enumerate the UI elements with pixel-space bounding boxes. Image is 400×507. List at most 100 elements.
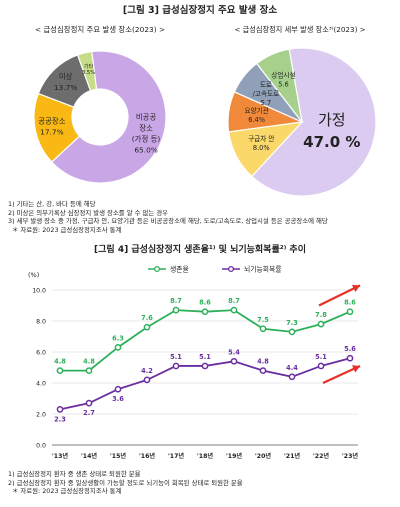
- trend-arrow-head: [351, 284, 360, 293]
- x-tick-label: '15년: [110, 452, 127, 460]
- data-label: 4.2: [141, 367, 153, 375]
- donut-labels: 비공공장소 (가정 등) 65.0% 공공장소 17.7% 미상 13.7% 기타3.5%: [38, 62, 160, 155]
- line-axes: 0.0 2.0 4.0 6.0 8.0 10.0 '13년 '14년 '15년 '16년 '17년 '…: [32, 287, 358, 460]
- pie-slice-label: 도로: [260, 81, 272, 89]
- data-label: 5.6: [344, 345, 356, 353]
- data-point: [172, 306, 180, 314]
- figure3-notes: 1) 기타는 산, 강, 바다 등에 해당 2) 미상은 의무기록상 심장정지 …: [8, 200, 394, 234]
- donut-slice-value: 65.0%: [134, 146, 157, 155]
- legend-label: 생존율: [170, 264, 189, 273]
- pie-slice-label: 상업시설: [271, 71, 295, 80]
- data-point: [85, 399, 93, 407]
- data-point: [288, 373, 296, 381]
- donut-slice-label: 장소: [139, 124, 153, 133]
- pie-slice-label: 가정: [318, 111, 346, 129]
- data-label: 8.7: [228, 297, 240, 305]
- donut-slice: [76, 50, 98, 92]
- data-point: [172, 362, 180, 370]
- figure3-title: [그림 3] 급성심장정지 주요 발생 장소: [123, 4, 277, 16]
- donut-slice-label: 기타: [84, 62, 94, 70]
- data-point: [56, 406, 64, 413]
- figure4-title: [그림 4] 급성심장정지 생존율¹⁾ 및 뇌기능회복률²⁾ 추이: [94, 243, 306, 255]
- data-label: 4.8: [83, 358, 95, 366]
- trend-arrows: [318, 284, 361, 384]
- data-point: [56, 367, 64, 374]
- data-label: 5.1: [199, 353, 211, 361]
- data-point: [201, 308, 209, 316]
- data-label: 6.3: [112, 334, 124, 342]
- data-label: 8.6: [199, 299, 211, 307]
- figure4-notes: 1) 급성심장정지 환자 중 생존 상태로 퇴원한 분율 2) 급성심장정지 환…: [8, 470, 394, 496]
- figure4-note: 1) 급성심장정지 환자 중 생존 상태로 퇴원한 분율: [8, 470, 141, 478]
- x-tick-label: '14년: [81, 452, 98, 460]
- x-tick-label: '20년: [255, 452, 272, 460]
- pie-slice-value: 8.0%: [253, 144, 270, 152]
- data-label: 2.7: [83, 409, 95, 417]
- donut-chart-title: < 급성심장정지 주요 발생 장소(2023) >: [35, 25, 165, 34]
- donut-slice-label: 비공공: [136, 113, 157, 122]
- data-label: 4.8: [257, 358, 269, 366]
- donut-slice-label: (가정 등): [132, 135, 161, 144]
- legend-marker: [153, 265, 161, 273]
- pie-slice-value: 5.6: [278, 81, 289, 89]
- y-tick-label: 10.0: [32, 287, 46, 294]
- data-label: 7.5: [257, 316, 269, 324]
- y-tick-label: 6.0: [36, 349, 46, 356]
- series-line: [60, 309, 351, 372]
- donut-slice-value: 17.7%: [40, 127, 63, 136]
- figure3-note: 3) 세부 발생 장소 중 가정, 구급차 안, 요양기관 등은 비공공장소에 …: [8, 217, 328, 226]
- data-point: [143, 323, 151, 331]
- x-tick-label: '22년: [313, 452, 330, 460]
- line-chart: [그림 4] 급성심장정지 생존율¹⁾ 및 뇌기능회복률²⁾ 추이 생존율 뇌기능…: [28, 243, 361, 460]
- donut-slice-value: 13.7%: [54, 83, 77, 92]
- x-tick-label: '17년: [168, 452, 185, 460]
- donut-chart: < 급성심장정지 주요 발생 장소(2023) > 비공공장소 (가정 등) 65.…: [33, 25, 167, 184]
- pie-chart: < 급성심장정지 세부 발생 장소³⁾(2023) > 가정 47.0 % 구급차 …: [227, 25, 377, 197]
- data-label: 3.6: [112, 395, 124, 403]
- data-label: 8.7: [170, 297, 182, 305]
- legend-marker: [227, 265, 235, 273]
- x-tick-label: '18년: [197, 452, 214, 460]
- data-label: 5.1: [170, 353, 182, 361]
- data-point: [230, 306, 238, 314]
- figure4-source: ＊ 자료원: 2023 급성심장정지조사 통계: [12, 487, 122, 496]
- line-grid: [52, 289, 358, 446]
- data-label: 7.3: [286, 319, 298, 327]
- x-tick-label: '19년: [226, 452, 243, 460]
- y-tick-label: 8.0: [36, 318, 46, 325]
- pie-slices: [227, 47, 377, 197]
- data-point: [114, 344, 122, 351]
- donut-slice-label: 공공장소: [38, 116, 65, 125]
- data-label: 5.4: [228, 348, 240, 356]
- pie-slice-label: /고속도로: [253, 90, 280, 98]
- pie-slice-label: 요양기관: [244, 106, 268, 115]
- data-point: [288, 328, 296, 336]
- legend-label: 뇌기능회복률: [244, 264, 282, 273]
- donut-slice-label: 미상: [59, 72, 73, 81]
- pie-slice-value: 47.0 %: [303, 133, 360, 151]
- donut-slice: [50, 50, 167, 184]
- x-tick-label: '13년: [52, 452, 69, 460]
- line-legend: 생존율 뇌기능회복률: [148, 264, 282, 273]
- figure3-note: 2) 미상은 의무기록상 심장정지 발생 장소를 알 수 없는 경우: [8, 208, 169, 217]
- figure3-source: ＊ 자료원: 2023 급성심장정지조사 통계: [12, 225, 122, 234]
- data-point: [259, 367, 267, 374]
- data-point: [201, 362, 209, 370]
- figure3-header: [그림 3] 급성심장정지 주요 발생 장소: [123, 4, 277, 16]
- data-label: 7.8: [315, 311, 327, 319]
- pie-slice-value: 5.7: [261, 99, 272, 107]
- data-point: [85, 367, 93, 374]
- data-label: 7.6: [141, 314, 153, 322]
- donut-slices: [33, 50, 167, 184]
- data-point: [114, 385, 122, 393]
- data-point: [317, 362, 325, 370]
- data-label: 4.8: [54, 358, 66, 366]
- x-tick-label: '21년: [284, 452, 301, 460]
- y-axis-label: (%): [28, 271, 39, 279]
- data-point: [143, 376, 151, 384]
- pie-slice-value: 6.4%: [248, 116, 265, 124]
- figure4-note: 2) 급성심장정지 환자 중 일상생활이 가능할 정도로 뇌기능이 회복된 상태…: [8, 478, 243, 487]
- data-label: 2.3: [54, 415, 66, 423]
- pie-slice-label: 구급차 안: [248, 134, 274, 143]
